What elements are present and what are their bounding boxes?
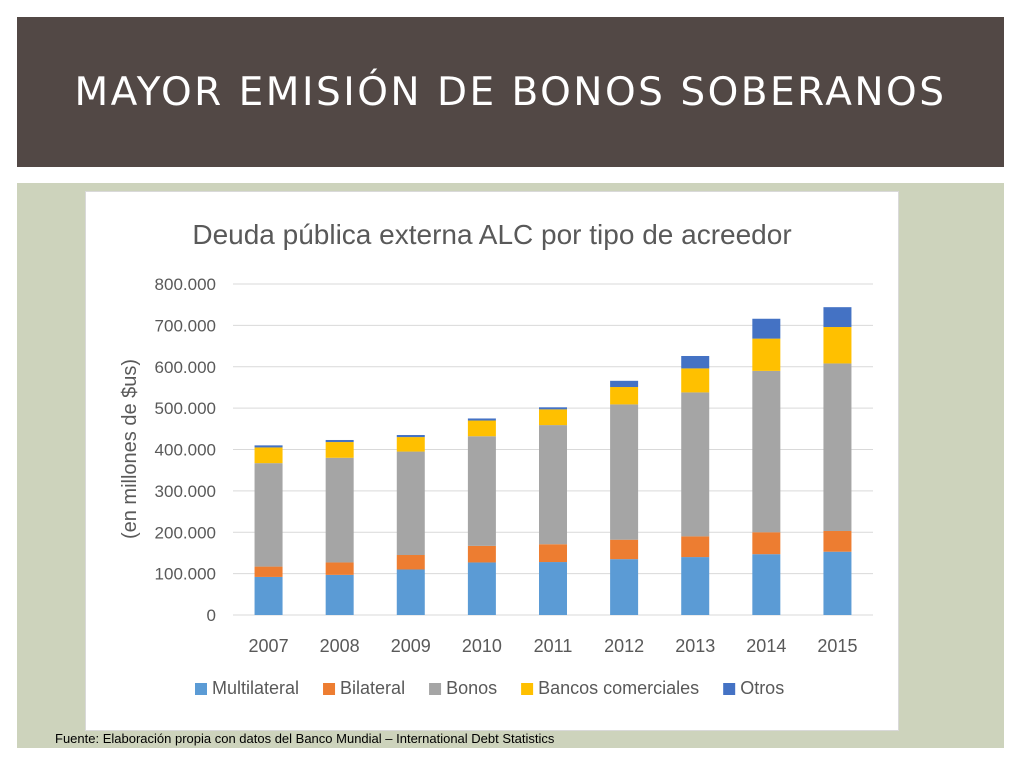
legend-label: Multilateral — [212, 678, 299, 698]
bar-segment — [823, 531, 852, 552]
bar-segment — [467, 420, 496, 437]
y-tick-label: 500.000 — [155, 399, 216, 418]
bar-segment — [467, 436, 496, 546]
y-tick-label: 800.000 — [155, 275, 216, 294]
slide-title-bar: MAYOR EMISIÓN DE BONOS SOBERANOS — [17, 17, 1004, 167]
bar-segment — [539, 544, 567, 563]
y-axis-label: (en millones de $us) — [119, 359, 141, 539]
bar-segment — [254, 566, 283, 577]
bars — [254, 307, 852, 615]
x-tick-labels: 2007 2008 2009 2010 2011 2012 2013 2014 2015 — [249, 636, 858, 656]
x-tick-label: 2008 — [320, 636, 360, 656]
y-tick-label: 700.000 — [155, 316, 216, 335]
bar-segment — [681, 368, 710, 393]
bar-segment — [325, 562, 354, 575]
bar-segment — [325, 457, 354, 563]
bar-segment — [539, 562, 567, 615]
bar-segment — [254, 447, 283, 464]
x-tick-label: 2013 — [675, 636, 715, 656]
bar-segment — [610, 539, 639, 560]
bar-segment — [467, 545, 496, 563]
bar-segment — [396, 569, 425, 615]
legend-label: Bonos — [446, 678, 497, 698]
bar-segment — [752, 554, 781, 615]
x-tick-label: 2014 — [746, 636, 786, 656]
bar-segment — [823, 363, 852, 532]
legend-swatch — [723, 683, 736, 695]
chart-frame: Deuda pública externa ALC por tipo de ac… — [85, 191, 899, 731]
x-tick-label: 2010 — [462, 636, 502, 656]
bar-segment — [467, 562, 496, 615]
bar-segment — [539, 409, 567, 426]
legend-label: Bancos comerciales — [538, 678, 699, 698]
bar-segment — [325, 574, 354, 615]
bar-segment — [823, 307, 852, 328]
bar-segment — [681, 392, 710, 537]
bar-segment — [681, 557, 710, 615]
bar-segment — [325, 442, 354, 458]
bar-segment — [752, 318, 781, 339]
y-tick-label: 300.000 — [155, 482, 216, 501]
bar-segment — [254, 463, 283, 567]
bar-segment — [681, 536, 710, 558]
bar-segment — [396, 451, 425, 556]
bar-segment — [325, 439, 354, 443]
bar-segment — [610, 387, 639, 405]
y-tick-label: 100.000 — [155, 565, 216, 584]
bar-segment — [752, 370, 781, 533]
source-note: Fuente: Elaboración propia con datos del… — [55, 731, 555, 746]
slide-title: MAYOR EMISIÓN DE BONOS SOBERANOS — [74, 69, 947, 115]
bar-segment — [254, 576, 283, 615]
stacked-bar-chart: Deuda pública externa ALC por tipo de ac… — [119, 219, 873, 698]
bar-segment — [610, 559, 639, 615]
x-tick-label: 2007 — [249, 636, 289, 656]
legend-swatch — [521, 683, 534, 695]
bar-segment — [823, 327, 852, 364]
bar-segment — [254, 445, 283, 448]
bar-segment — [752, 338, 781, 371]
bar-segment — [467, 418, 496, 421]
y-tick-label: 200.000 — [155, 523, 216, 542]
y-tick-labels: 0 100.000 200.000 300.000 400.000 500.000 600.… — [155, 275, 216, 625]
bar-segment — [539, 425, 567, 545]
legend-swatch — [195, 683, 207, 695]
legend-swatch — [323, 683, 336, 695]
legend: Multilateral Bilateral Bonos Bancos comerci… — [195, 678, 784, 698]
bar-segment — [396, 435, 425, 438]
legend-label: Otros — [740, 678, 784, 698]
y-tick-label: 600.000 — [155, 358, 216, 377]
bar-segment — [539, 407, 567, 410]
bar-segment — [396, 437, 425, 452]
x-tick-label: 2012 — [604, 636, 644, 656]
legend-label: Bilateral — [340, 678, 405, 698]
chart-title: Deuda pública externa ALC por tipo de ac… — [192, 219, 791, 250]
bar-segment — [823, 551, 852, 615]
x-tick-label: 2011 — [534, 636, 573, 656]
bar-segment — [396, 555, 425, 570]
bar-segment — [752, 532, 781, 555]
bar-segment — [681, 355, 710, 369]
bar-segment — [610, 404, 639, 540]
x-tick-label: 2015 — [817, 636, 857, 656]
x-tick-label: 2009 — [391, 636, 431, 656]
y-tick-label: 0 — [207, 606, 216, 625]
bar-segment — [610, 380, 639, 388]
legend-swatch — [429, 683, 442, 695]
y-tick-label: 400.000 — [155, 441, 216, 460]
